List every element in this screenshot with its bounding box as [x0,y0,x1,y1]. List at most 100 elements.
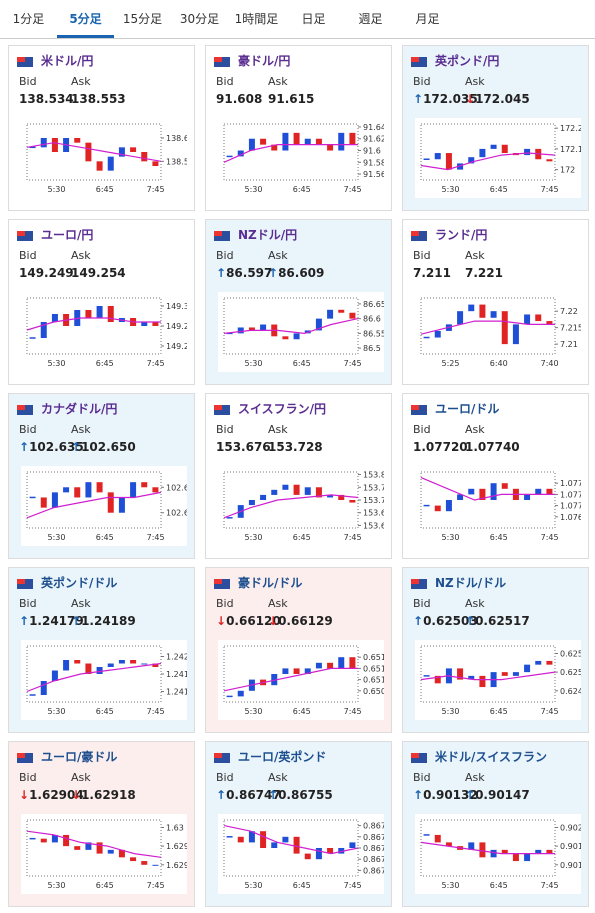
bid-value: 138.534 [19,92,74,106]
y-tick-label: 0.651 [363,676,384,685]
candle [338,132,345,151]
candle [293,132,300,145]
bid-value: 1.24179 [29,614,84,628]
x-tick-label: 7:40 [541,359,559,368]
currency-panel[interactable]: 英ポンド/ドルBidAsk↑1.24179↑1.241891.2421.2415… [8,567,195,733]
flag-part [214,579,222,584]
x-tick-label: 6:45 [490,185,508,194]
currency-panel[interactable]: ランド/円 Bid Ask 7.211 7.221 7.22 7.215 7.21 5:25 6:… [402,219,589,385]
ask-quote: ↑1.24189 [71,614,136,628]
moving-average [26,830,162,858]
candle [315,138,322,145]
y-tick-label: 1.0772 [560,490,581,499]
candle [315,487,322,498]
bid-arrow: ↑ [413,614,424,628]
plot-frame [420,819,556,877]
x-tick-label: 6:45 [490,881,508,890]
flag-part [411,405,419,410]
currency-panel[interactable]: ユーロ/ドルBidAsk1.077201.077401.07741.07721.… [402,393,589,559]
candle [546,849,553,854]
candle [51,138,58,152]
tab[interactable]: 15分足 [122,12,163,26]
candle [338,848,345,854]
ask-quote: ↓0.66129 [268,614,333,628]
x-tick-label: 6:45 [96,359,114,368]
tab[interactable]: 1分足 [12,12,45,26]
candle [152,322,159,326]
y-tick-label: 1.0774 [560,479,581,488]
ask-label: Ask [71,597,91,610]
candle [524,494,531,500]
bid-value: 1.62904 [29,788,84,802]
y-tick-label: 86.55 [363,329,384,338]
candle [152,864,159,866]
candle [260,494,267,500]
ask-label: Ask [268,249,288,262]
x-tick-label: 6:40 [490,359,508,368]
candle [107,492,114,513]
candle [434,834,441,843]
candle [535,488,542,495]
candle [457,668,464,680]
currency-panel[interactable]: ユーロ/豪ドルBidAsk↓1.62904↓1.629181.631.62951… [8,741,195,907]
currency-panel[interactable]: 豪ドル/ドルBidAsk↓0.66120↓0.661290.65140.6512… [205,567,392,733]
chart-box: 7.22 7.215 7.21 5:25 6:40 7:40 [415,292,583,372]
currency-panel[interactable]: NZドル/ドルBidAsk↑0.62503↑0.625170.62550.625… [402,567,589,733]
candle [237,836,244,843]
bid-label: Bid [413,423,431,436]
tab[interactable]: 1時間足 [234,12,279,26]
candle [248,831,255,843]
chart-box: 172.2 172.1 172 5:30 6:45 7:45 [415,118,583,198]
currency-panel[interactable]: 豪ドル/円 Bid Ask 91.608 91.615 91.64 91.62 91.6 91.… [205,45,392,211]
ask-arrow: ↑ [71,440,82,454]
candle [304,668,311,674]
chart-box: 1.0774 1.0772 1.077 1.0768 5:30 6:45 7:45 [415,466,588,546]
bid-label: Bid [413,249,431,262]
candle [468,842,475,850]
bid-quote: ↑172.035 [413,92,478,106]
tab[interactable]: 30分足 [179,12,220,26]
bid-quote: ↓1.62904 [19,788,84,802]
currency-panel[interactable]: カナダドル/円BidAsk↑102.635↑102.650102.65102.6… [8,393,195,559]
tab[interactable]: 5分足 [57,0,114,38]
pair-title: ユーロ/豪ドル [41,750,118,764]
candle [40,838,47,843]
x-tick-label: 5:30 [441,881,459,890]
candle [457,311,464,325]
flag-icon [214,753,230,763]
tab[interactable]: 週足 [358,12,383,26]
currency-panel[interactable]: 英ポンド/円 Bid Ask ↑172.035 ↓172.045 172.2 172.1 17… [402,45,589,211]
candle [327,662,334,669]
tab[interactable]: 日足 [301,12,326,26]
ask-arrow: ↑ [465,788,476,802]
candle [434,675,441,684]
candle [512,853,519,862]
candle [315,662,322,669]
x-tick-label: 5:30 [47,881,65,890]
currency-panel[interactable]: スイスフラン/円BidAsk153.676153.728153.8153.751… [205,393,392,559]
mini-chart: 102.65 102.6 5:30 6:45 7:45 [26,471,194,542]
x-tick-label: 7:45 [344,359,362,368]
currency-panel[interactable]: ユーロ/英ポンドBidAsk↑0.86747↑0.867550.86780.86… [205,741,392,907]
x-tick-label: 7:45 [344,881,362,890]
ask-arrow: ↑ [268,266,279,280]
candle [490,483,497,500]
currency-panel[interactable]: ユーロ/円BidAsk149.249149.254149.3149.25149.… [8,219,195,385]
currency-panel[interactable]: 米ドル/スイスフラン Bid Ask ↑0.90132 ↑0.90147 0.902 0.9… [402,741,589,907]
candle [304,853,311,860]
candle [141,663,148,665]
bid-quote: ↑86.597 [216,266,272,280]
tab[interactable]: 月足 [415,12,440,26]
bid-label: Bid [413,75,431,88]
x-tick-label: 5:30 [244,707,262,716]
x-tick-label: 6:45 [293,881,311,890]
candle [445,500,452,512]
bid-label: Bid [216,249,234,262]
candle [40,138,47,148]
currency-panel[interactable]: NZドル/円 Bid Ask ↑86.597 ↑86.609 86.65 86.6 86.55… [205,219,392,385]
ask-label: Ask [71,771,91,784]
